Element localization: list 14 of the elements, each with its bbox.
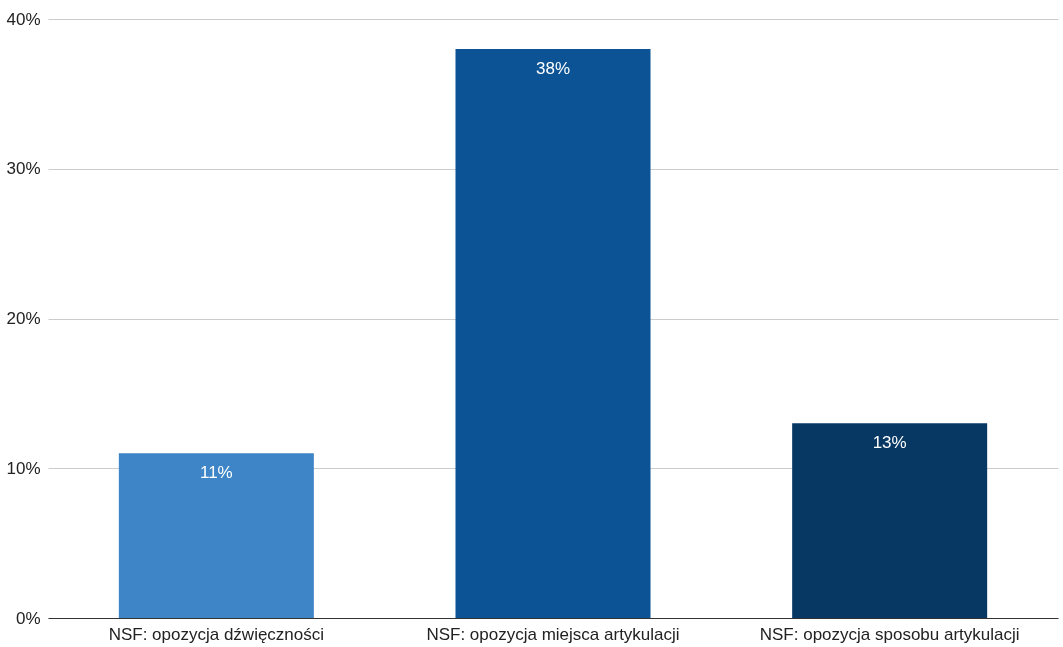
x-tick-label: NSF: opozycja dźwięczności (108, 624, 325, 644)
y-tick-label: 10% (6, 458, 41, 478)
y-tick-label: 30% (6, 159, 41, 179)
y-tick-label: 0% (15, 608, 41, 628)
y-tick-label: 40% (6, 9, 41, 29)
data-label: 38% (535, 58, 571, 78)
data-label: 13% (872, 433, 907, 453)
x-tick-label: NSF: opozycja sposobu artykulacji (759, 624, 1020, 644)
y-tick-label: 20% (6, 309, 41, 328)
x-tick-label: NSF: opozycja miejsca artykulacji (426, 624, 680, 644)
data-label: 11% (199, 463, 233, 483)
bar (118, 453, 314, 618)
bar (455, 48, 651, 618)
bar (792, 423, 988, 618)
